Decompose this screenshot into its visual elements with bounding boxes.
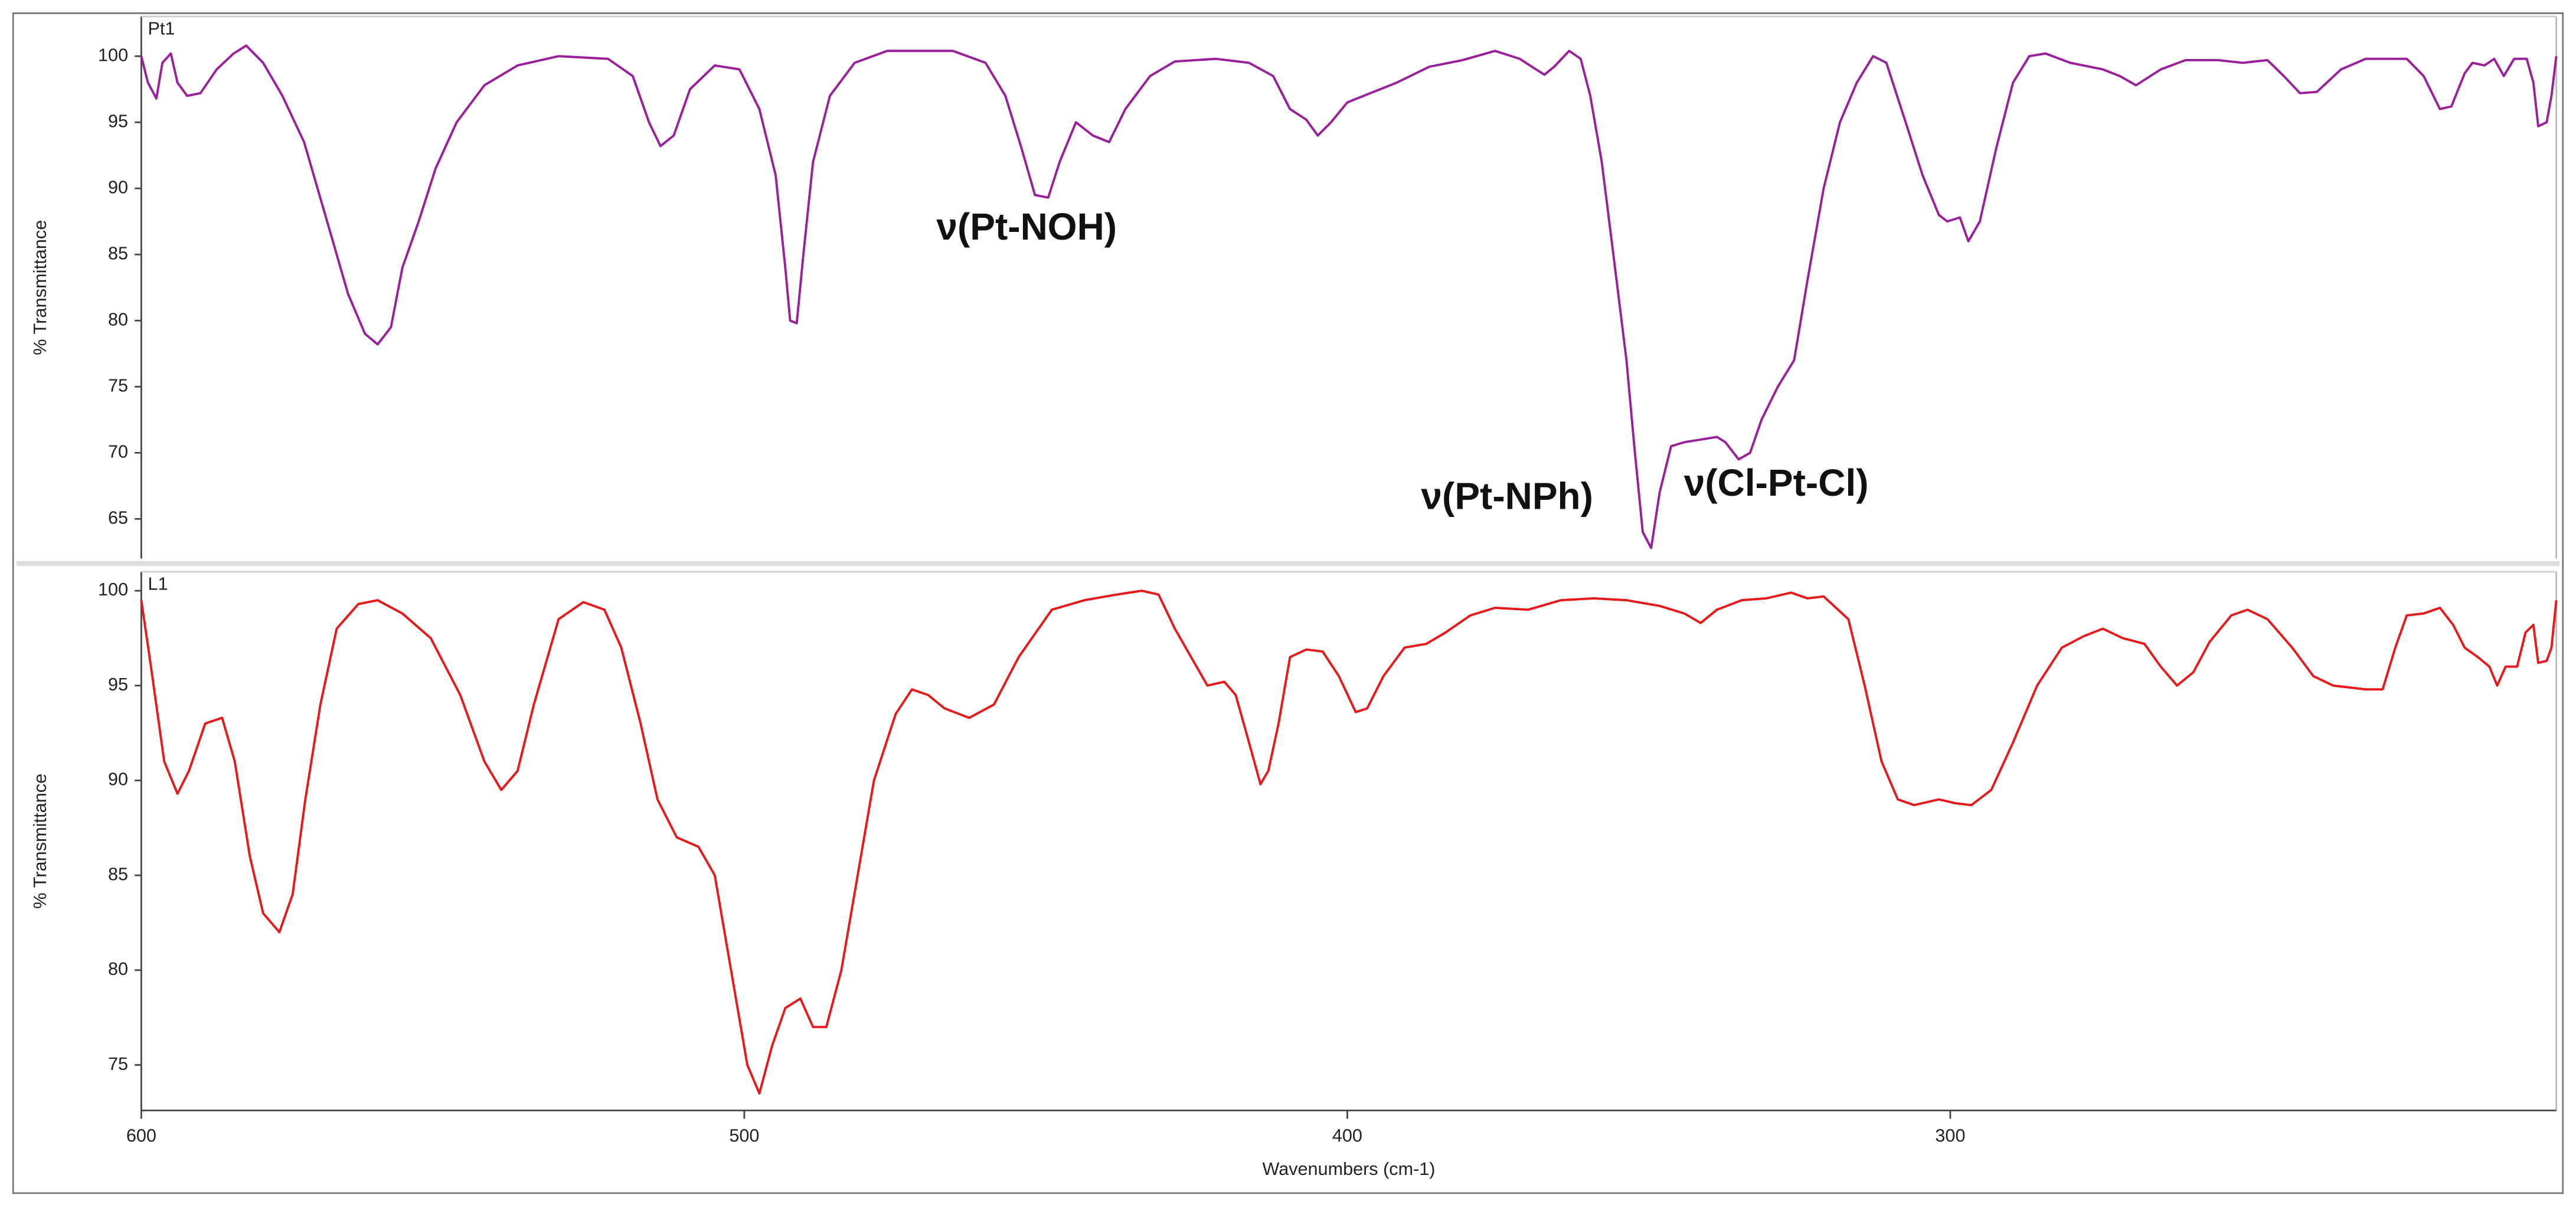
spectrum-line: [140, 590, 2558, 1095]
y-axis-title: % Transmittance: [30, 220, 50, 355]
y-tick-label: 95: [108, 110, 128, 131]
y-tick-label: 95: [108, 674, 128, 695]
annotation: ν(Pt-NOH): [936, 205, 1117, 248]
y-tick-label: 90: [108, 176, 128, 197]
y-tick-label: 85: [108, 863, 128, 884]
y-tick-label: 90: [108, 769, 128, 790]
x-tick-label: 300: [1935, 1125, 1965, 1146]
series-label: Pt1: [148, 18, 175, 38]
y-tick-label: 70: [108, 441, 128, 461]
y-tick-label: 80: [108, 958, 128, 979]
y-tick-label: 65: [108, 507, 128, 528]
series-label: L1: [148, 573, 168, 594]
y-tick-label: 75: [108, 1053, 128, 1074]
y-tick-label: 75: [108, 375, 128, 395]
x-tick-label: 400: [1332, 1125, 1362, 1146]
frame: [12, 12, 2564, 1194]
y-tick-label: 100: [98, 579, 128, 600]
annotation: ν(Pt-NPh): [1421, 474, 1593, 517]
y-tick-label: 85: [108, 243, 128, 263]
annotation: ν(Cl-Pt-Cl): [1684, 461, 1869, 504]
y-tick-label: 80: [108, 309, 128, 329]
x-tick-label: 500: [729, 1125, 759, 1146]
x-axis-title: Wavenumbers (cm-1): [1262, 1158, 1435, 1179]
spectrum-line: [140, 44, 2558, 549]
y-axis-title: % Transmittance: [30, 774, 50, 909]
x-tick-label: 600: [126, 1125, 156, 1146]
y-tick-label: 100: [98, 44, 128, 65]
